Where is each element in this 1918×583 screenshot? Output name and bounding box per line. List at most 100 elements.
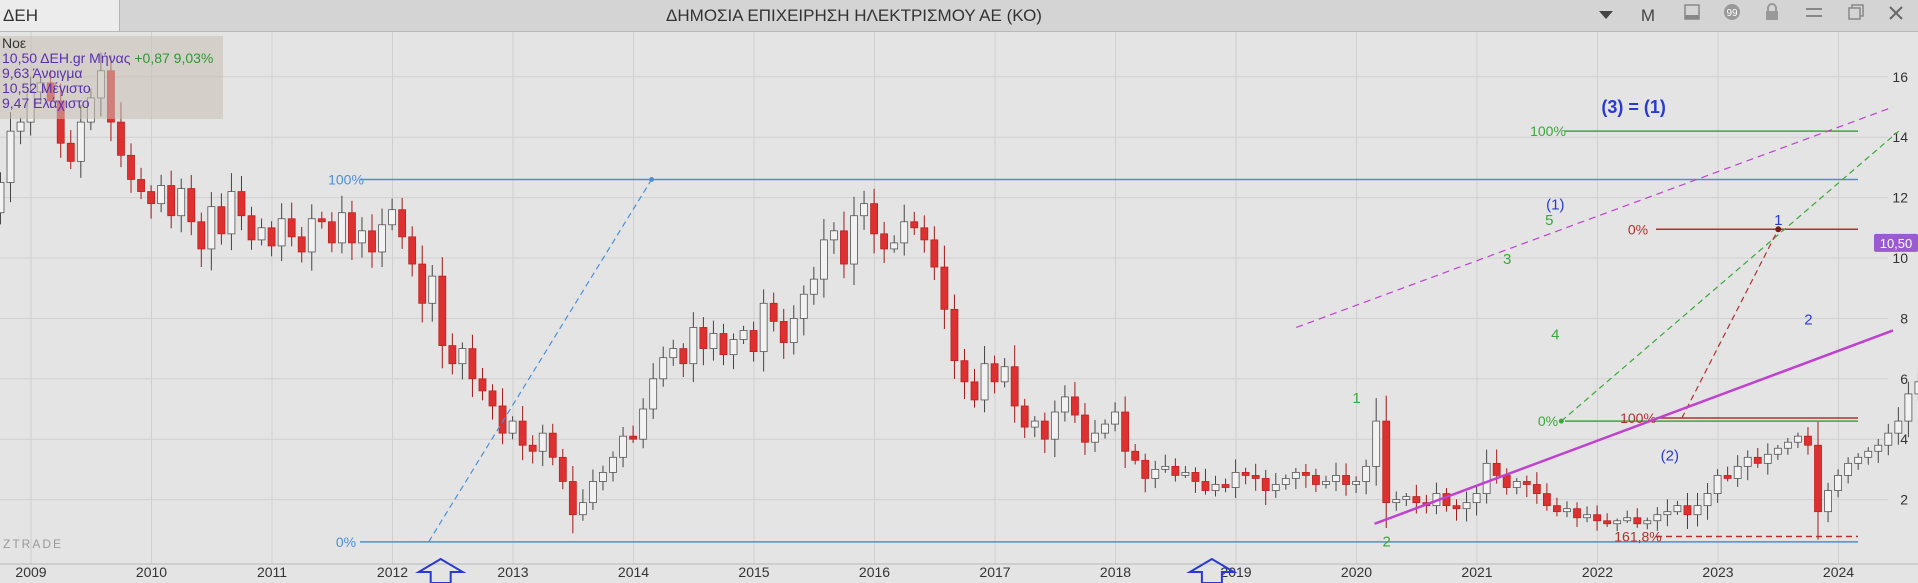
candle-body [880, 233, 889, 250]
candle-body [970, 381, 979, 401]
candle-body [538, 432, 547, 452]
candle-body [1492, 462, 1501, 476]
candle-body [548, 432, 557, 458]
info-change: +0,87 9,03% [134, 50, 214, 66]
candle-body [518, 420, 527, 446]
candle-body [1844, 462, 1853, 476]
chart-background [0, 32, 1918, 583]
candle-body [1683, 505, 1692, 516]
period-button[interactable]: M [1640, 6, 1656, 25]
y-tick-label: 10 [1892, 250, 1908, 266]
y-tick-label: 2 [1900, 492, 1908, 508]
fib-trendline-red [1681, 229, 1779, 419]
candle-body [498, 405, 507, 434]
candle-body [1322, 481, 1330, 485]
candle-body [1733, 465, 1742, 479]
wave-label: 3 [1503, 251, 1511, 268]
candle-body [709, 333, 718, 350]
wave-label: 1 [1774, 212, 1782, 229]
candle-body [1382, 420, 1391, 504]
info-last-value: 10,50 ΔΕΗ.gr Μήνας [2, 50, 131, 66]
lock-icon[interactable] [1754, 0, 1790, 31]
candle-body [1231, 472, 1240, 488]
fib-trendline-blue [428, 179, 653, 543]
candle-body [1452, 505, 1461, 510]
candle-body [699, 327, 708, 349]
candle-body [1261, 478, 1270, 491]
candle-body [1442, 493, 1451, 507]
fib-anchor-point [1558, 418, 1564, 424]
y-tick-label: 6 [1900, 371, 1908, 387]
candle-body [157, 185, 166, 205]
candle-body [930, 239, 939, 268]
info-open: 9,63 Άνοιγμα [2, 65, 83, 81]
candle-body [1030, 420, 1039, 428]
candle-body [719, 333, 728, 356]
candle-body [1181, 472, 1190, 476]
candle-body [267, 227, 276, 247]
candle-body [508, 420, 517, 434]
candle-body [368, 230, 376, 253]
candle-body [739, 330, 748, 340]
candle-body [468, 348, 477, 380]
candle-body [418, 263, 427, 304]
candle-body [1121, 411, 1130, 452]
candle-body [408, 236, 417, 265]
candle-body [297, 236, 306, 253]
candle-body [1593, 514, 1601, 522]
wave-label: 1 [1352, 390, 1360, 407]
candle-body [1673, 505, 1682, 513]
candle-body [799, 293, 808, 319]
fib-level-label: 161,8% [1614, 528, 1661, 544]
candle-body [920, 227, 929, 241]
candle-body [1111, 411, 1119, 425]
symbol-input[interactable]: ΔΕΗ [0, 0, 120, 31]
y-tick-label: 4 [1900, 431, 1908, 447]
candle-body [1743, 456, 1752, 467]
candle-body [1301, 472, 1310, 476]
candle-body [1151, 468, 1160, 479]
candle-body [117, 121, 125, 156]
candle-body [1312, 475, 1320, 485]
comment-icon[interactable]: 99 [1714, 0, 1750, 31]
candle-body [870, 203, 878, 235]
candle-body [1703, 493, 1712, 507]
candle-body [1091, 432, 1099, 443]
candle-body [578, 502, 587, 516]
x-tick-label: 2021 [1461, 564, 1492, 580]
panel-icon[interactable] [1674, 0, 1710, 31]
chart-title: ΔΗΜΟΣΙΑ ΕΠΙΧΕΙΡΗΣΗ ΗΛΕΚΤΡΙΣΜΟΥ ΑΕ (ΚΟ) [666, 6, 1042, 25]
candle-body [237, 191, 246, 217]
candle-body [1472, 493, 1481, 504]
candle-body [1794, 435, 1802, 443]
candle-body [840, 230, 848, 265]
wave-label: 2 [1382, 533, 1390, 550]
close-icon[interactable] [1878, 0, 1914, 31]
fib-level-label: 100% [1620, 410, 1656, 426]
menu-icon[interactable] [1796, 0, 1832, 31]
candle-body [1753, 456, 1762, 464]
candle-body [257, 227, 266, 241]
candle-body [1643, 520, 1652, 525]
candle-body [1884, 432, 1893, 446]
restore-icon[interactable] [1838, 0, 1874, 31]
price-chart[interactable]: 2009 2010 2011 2012 2013 2014 2015 2016 2017 2018… [0, 32, 1918, 583]
chevron-down-icon[interactable] [1588, 0, 1624, 31]
watermark-text: ZTRADE [3, 537, 63, 551]
candle-body [819, 239, 828, 280]
candle-body [649, 378, 658, 410]
candle-body [398, 209, 407, 238]
candle-body [76, 121, 85, 162]
channel-upper-line [1296, 106, 1894, 329]
candle-body [1633, 517, 1642, 525]
last-price-label: 10,50 [1880, 236, 1913, 251]
candle-body [1874, 444, 1883, 452]
candle-body [850, 215, 858, 265]
candle-body [1000, 366, 1009, 383]
candle-body [1864, 450, 1873, 458]
channel-lower-line [1374, 329, 1894, 525]
candle-body [1613, 520, 1622, 525]
candle-body [1291, 472, 1300, 479]
y-tick-label: 14 [1892, 129, 1908, 145]
fib-level-label: 0% [336, 534, 356, 550]
